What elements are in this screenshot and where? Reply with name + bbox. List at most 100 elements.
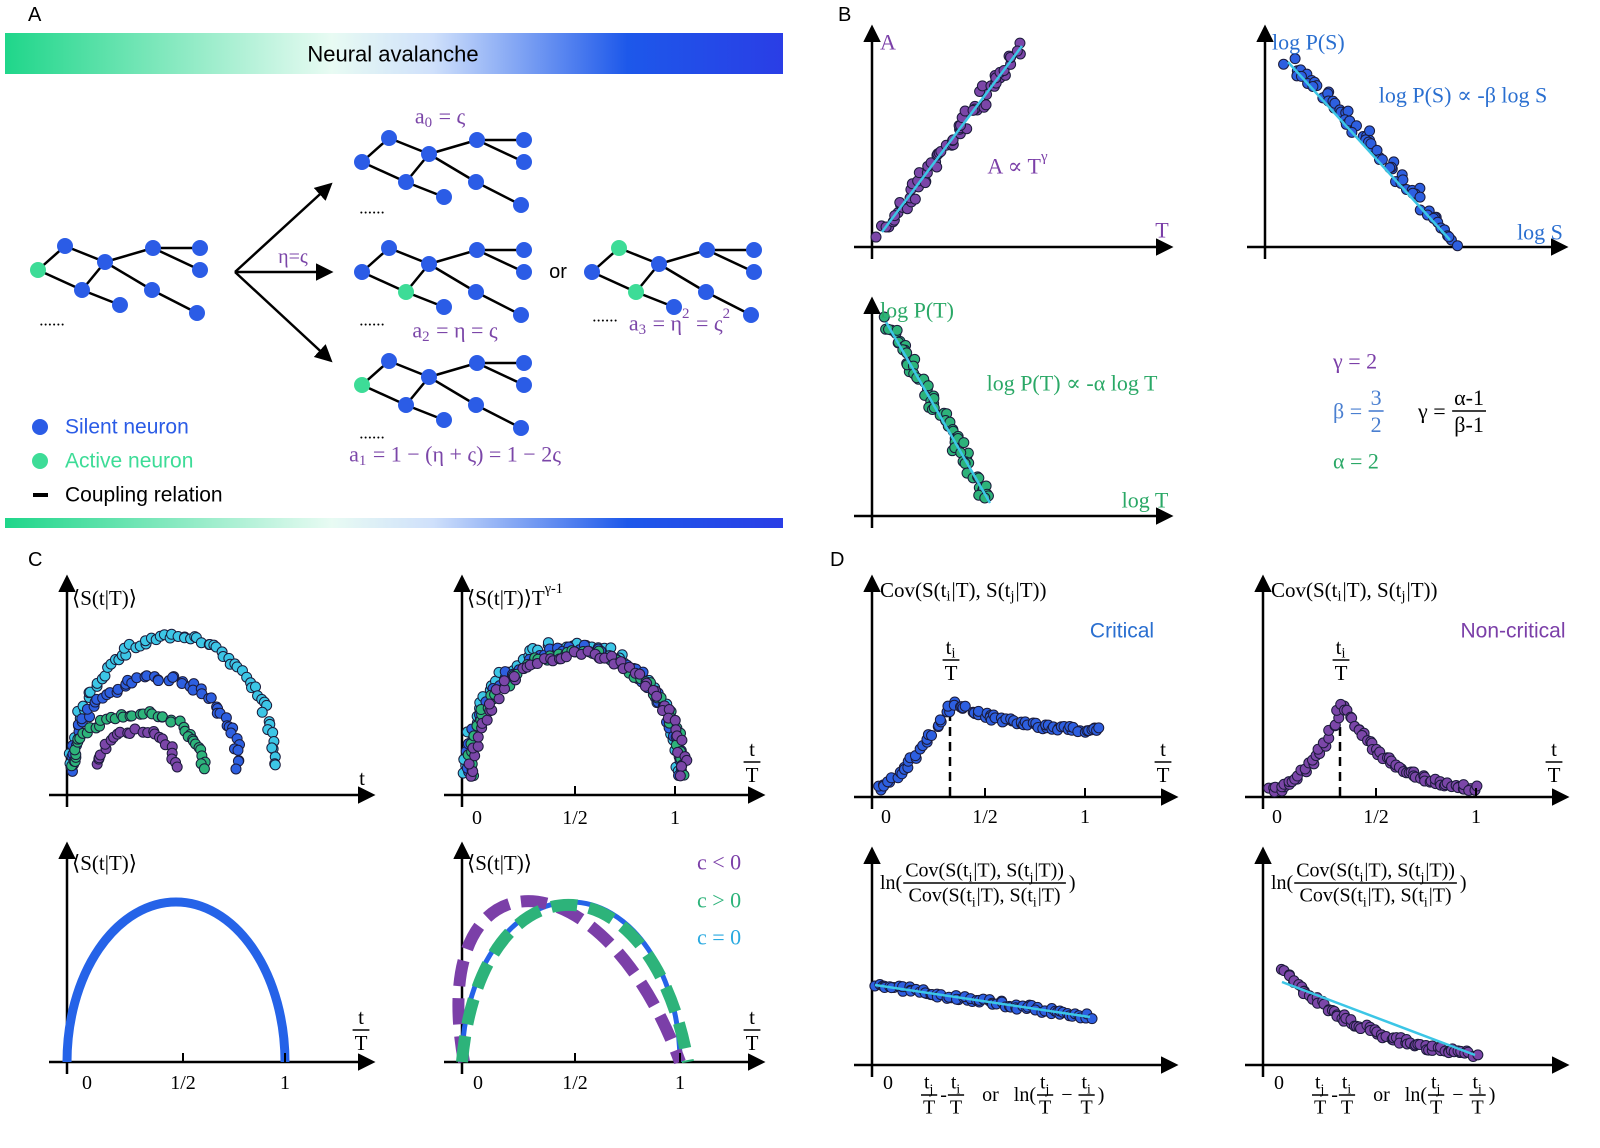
label: β-1 bbox=[1454, 412, 1484, 437]
label-text: γ = 2 bbox=[1332, 349, 1377, 374]
label-text: t bbox=[951, 1072, 957, 1094]
neuron bbox=[469, 132, 485, 148]
label: β = 32 bbox=[1333, 385, 1384, 437]
subscript: i bbox=[1478, 1082, 1482, 1097]
dot bbox=[1414, 191, 1426, 203]
subscript: i bbox=[972, 894, 976, 909]
label: T bbox=[1314, 1096, 1326, 1118]
label: log T bbox=[1122, 488, 1169, 513]
curve bbox=[62, 897, 290, 1063]
label: log P(S) bbox=[1272, 30, 1345, 55]
subscript: i bbox=[956, 1082, 960, 1097]
dot bbox=[1397, 174, 1409, 186]
neuron bbox=[381, 353, 397, 369]
text: 1 bbox=[675, 1072, 685, 1094]
neuron bbox=[666, 299, 682, 315]
dot bbox=[483, 698, 495, 710]
dot bbox=[167, 671, 179, 683]
dot bbox=[934, 714, 946, 726]
label-text: = η = ς bbox=[431, 318, 498, 343]
legend-marker bbox=[32, 453, 48, 469]
neuron bbox=[651, 256, 667, 272]
dot bbox=[651, 690, 663, 702]
banner bbox=[5, 33, 783, 74]
label: 2 bbox=[1371, 412, 1382, 437]
text: 1 bbox=[280, 1072, 290, 1094]
neuron bbox=[57, 238, 73, 254]
label-text: T bbox=[746, 763, 759, 787]
subscript: i bbox=[1087, 1082, 1091, 1097]
dot bbox=[198, 763, 210, 775]
label: T bbox=[746, 763, 759, 787]
coupling bbox=[428, 248, 478, 266]
label-text: T bbox=[1314, 1096, 1326, 1118]
text: ...... bbox=[39, 311, 65, 330]
label-text: Cov(S(t bbox=[909, 884, 973, 906]
label-text: ln( bbox=[1271, 872, 1294, 894]
coupling bbox=[476, 248, 525, 274]
neuron bbox=[398, 397, 414, 413]
label-text: |T), S(t bbox=[951, 578, 1010, 602]
dot bbox=[1451, 240, 1463, 252]
coupling bbox=[428, 361, 478, 379]
label-text: β-1 bbox=[1454, 412, 1484, 437]
curve bbox=[452, 895, 686, 1065]
coupling bbox=[475, 290, 522, 317]
neuron bbox=[354, 154, 370, 170]
text: ...... bbox=[359, 424, 385, 443]
neuron bbox=[516, 242, 532, 258]
label: γ = α-1β-1 bbox=[1417, 385, 1486, 437]
label-text: T bbox=[355, 1031, 368, 1055]
label-text: − bbox=[1447, 1084, 1468, 1106]
label-text: T bbox=[923, 1096, 935, 1118]
label: t bbox=[1551, 737, 1557, 761]
text: 1 bbox=[1080, 806, 1090, 828]
label-text: t bbox=[1336, 635, 1342, 659]
text: Active neuron bbox=[65, 450, 193, 473]
label-text: Cov(S(t bbox=[1271, 578, 1338, 602]
coupling bbox=[152, 246, 201, 272]
label-text: - bbox=[1331, 1084, 1338, 1106]
dot bbox=[676, 734, 688, 746]
supscript: 2 bbox=[682, 306, 689, 322]
text: 1 bbox=[1471, 806, 1481, 828]
dot bbox=[232, 744, 244, 756]
dot bbox=[230, 763, 242, 775]
subscript: j bbox=[1320, 1082, 1325, 1097]
fit-line bbox=[884, 321, 992, 504]
label: log P(T) ∝ -α log T bbox=[987, 371, 1158, 396]
coupling bbox=[151, 288, 198, 315]
subscript: i bbox=[951, 646, 955, 662]
text: 1/2 bbox=[1363, 806, 1389, 828]
label-text: t bbox=[1472, 1072, 1478, 1094]
dot bbox=[1093, 722, 1105, 734]
label-text: t bbox=[1081, 1072, 1087, 1094]
label: γ = 2 bbox=[1332, 349, 1377, 374]
label: t jT-t iT or ln(t jT − t iT) bbox=[921, 1072, 1104, 1118]
neuron bbox=[468, 284, 484, 300]
neuron bbox=[513, 307, 529, 323]
label-text: ⟨S(t|T)⟩ bbox=[72, 851, 137, 875]
text: Neural avalanche bbox=[307, 42, 478, 67]
dot bbox=[1371, 144, 1383, 156]
coupling bbox=[475, 403, 522, 430]
label-text: T bbox=[1155, 218, 1169, 243]
label: A bbox=[880, 30, 896, 55]
neuron bbox=[436, 299, 452, 315]
neuron bbox=[421, 369, 437, 385]
neuron bbox=[436, 189, 452, 205]
label-text: t bbox=[358, 1005, 364, 1029]
dot bbox=[269, 759, 281, 771]
label-text: |T) bbox=[1038, 884, 1061, 906]
label-text: A ∝ T bbox=[987, 154, 1041, 179]
coupling bbox=[705, 290, 752, 317]
text: c > 0 bbox=[697, 888, 741, 913]
legend-marker bbox=[32, 419, 48, 435]
